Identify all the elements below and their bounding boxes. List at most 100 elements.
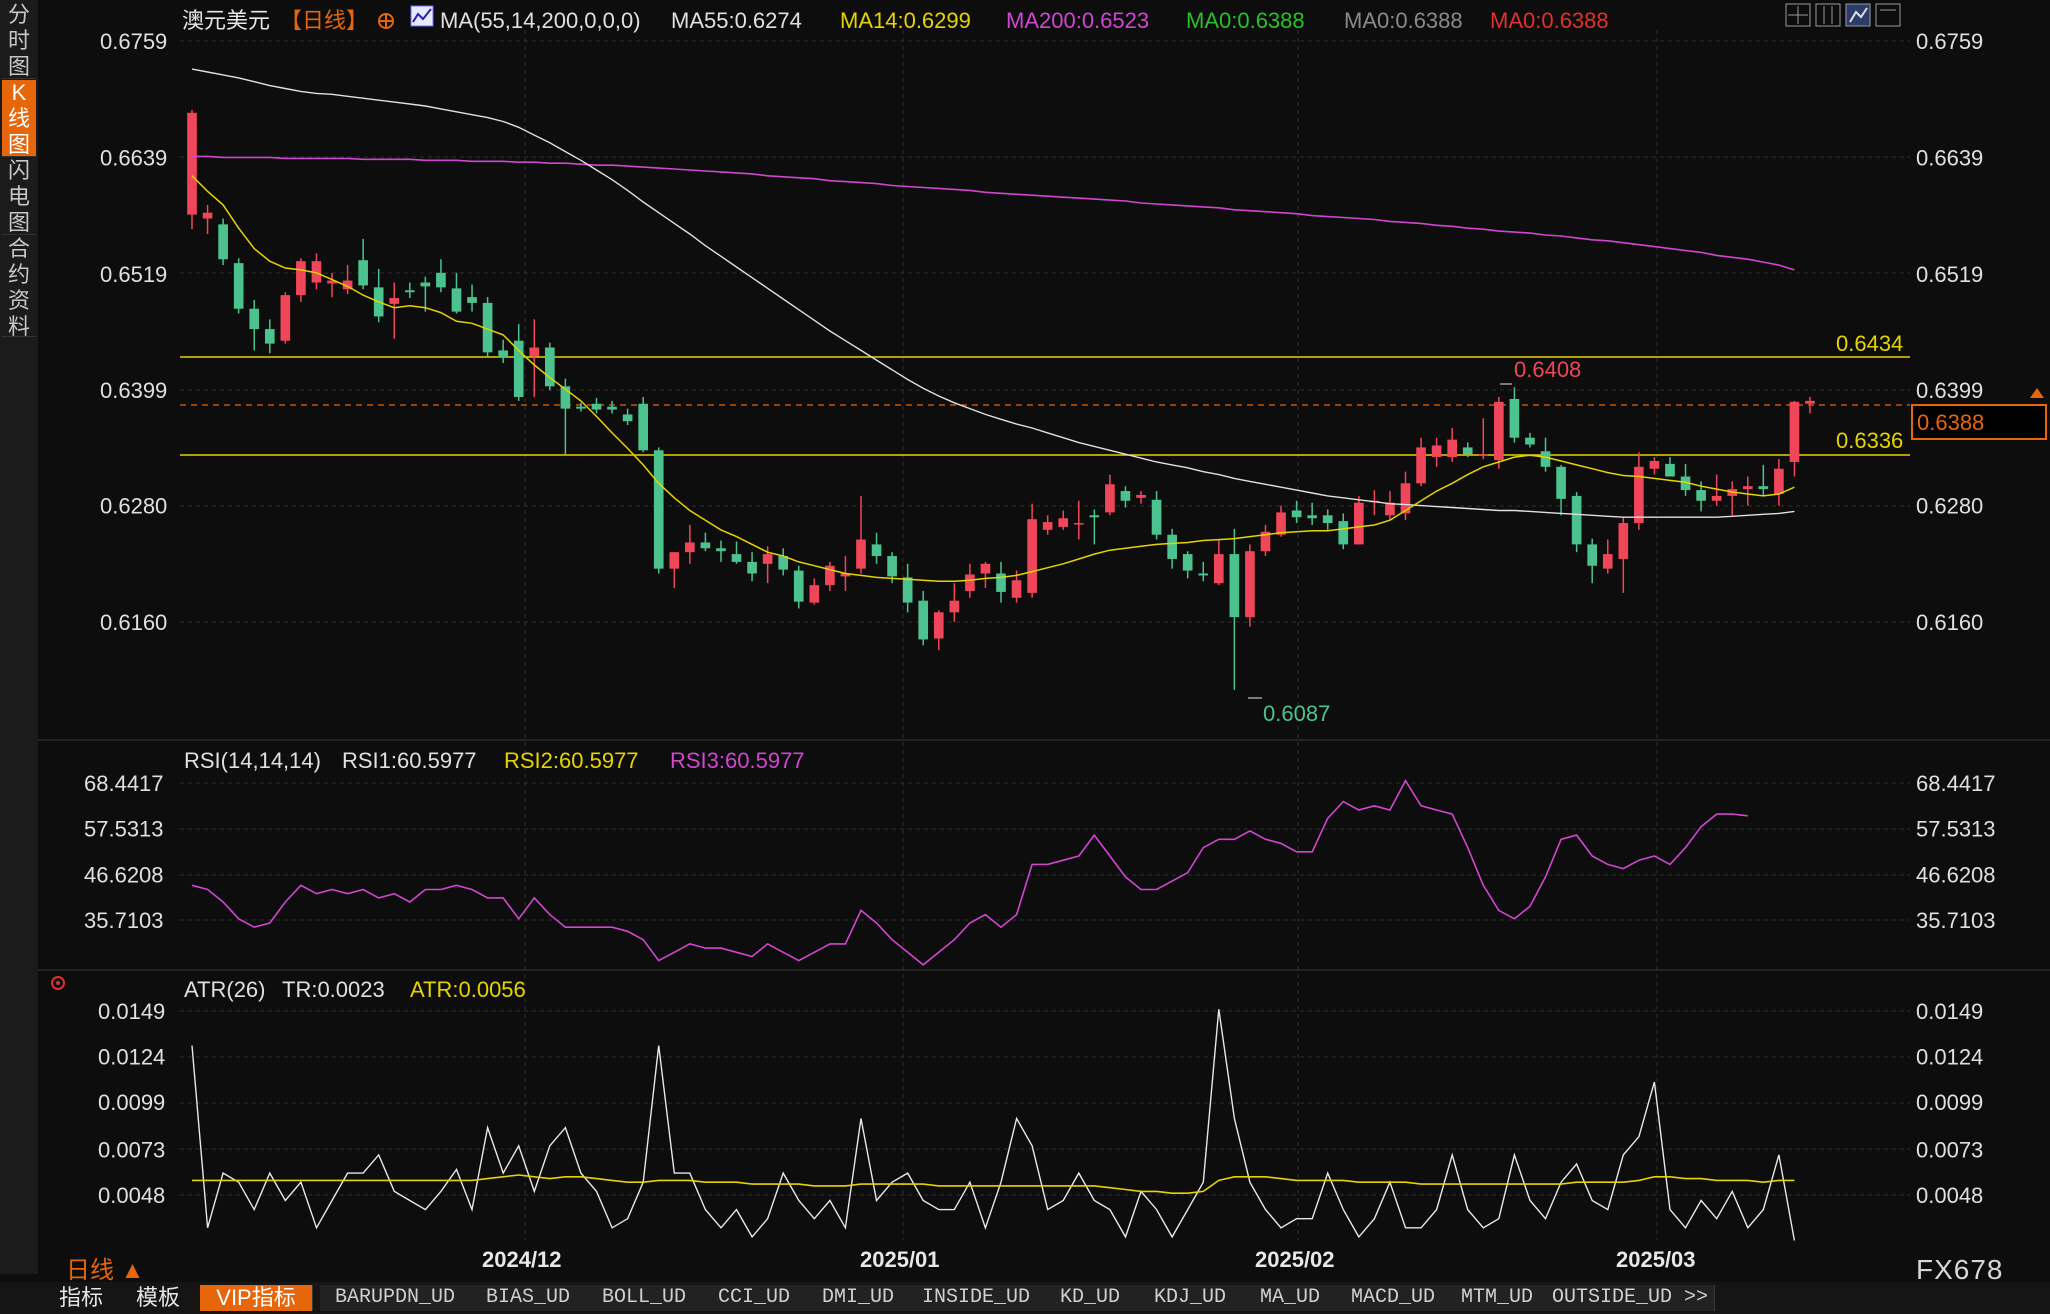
- candle[interactable]: [607, 400, 617, 414]
- candle[interactable]: [902, 563, 913, 613]
- candle[interactable]: [1478, 418, 1489, 460]
- candle[interactable]: [233, 258, 244, 314]
- candle[interactable]: [716, 540, 726, 562]
- candle[interactable]: [1354, 495, 1364, 545]
- indicator-kdj-ud-button[interactable]: KDJ_UD: [1138, 1285, 1243, 1311]
- candle[interactable]: [1680, 463, 1691, 496]
- panel-layout-icon[interactable]: [1815, 3, 1841, 27]
- candle[interactable]: [482, 297, 493, 358]
- indicator-ma-ud-button[interactable]: MA_UD: [1242, 1285, 1339, 1311]
- candle[interactable]: [358, 238, 368, 290]
- candle[interactable]: [825, 561, 835, 591]
- candle[interactable]: [218, 218, 228, 266]
- candle[interactable]: [669, 552, 680, 589]
- candle[interactable]: [700, 532, 711, 552]
- candle[interactable]: [1509, 387, 1520, 443]
- candle[interactable]: [249, 299, 260, 351]
- candlestick-series[interactable]: [187, 109, 1815, 690]
- candle[interactable]: [1042, 515, 1053, 535]
- candle[interactable]: [1462, 442, 1473, 458]
- candle[interactable]: [1727, 481, 1738, 516]
- indicator-button[interactable]: 指标: [58, 1285, 103, 1310]
- candle[interactable]: [591, 397, 602, 414]
- indicator-kd-ud-button[interactable]: KD_UD: [1042, 1285, 1139, 1311]
- indicator-bias-ud-button[interactable]: BIAS_UD: [470, 1285, 587, 1311]
- indicator-inside-ud-button[interactable]: INSIDE_UD: [910, 1285, 1043, 1311]
- candle[interactable]: [1291, 500, 1302, 524]
- candle[interactable]: [342, 265, 353, 295]
- candle[interactable]: [996, 561, 1006, 603]
- candle[interactable]: [1742, 476, 1753, 506]
- candle[interactable]: [809, 578, 820, 605]
- candle[interactable]: [1665, 457, 1675, 477]
- candle[interactable]: [1198, 561, 1209, 582]
- indicator-dmi-ud-button[interactable]: DMI_UD: [806, 1285, 911, 1311]
- candle[interactable]: [653, 447, 664, 574]
- candle[interactable]: [1151, 491, 1162, 540]
- candle[interactable]: [280, 292, 291, 344]
- indicator-mtm-ud-button[interactable]: MTM_UD: [1448, 1285, 1547, 1311]
- candle[interactable]: [187, 109, 197, 230]
- candle[interactable]: [747, 552, 757, 582]
- candle[interactable]: [638, 396, 648, 453]
- indicator-cci-ud-button[interactable]: CCI_UD: [702, 1285, 807, 1311]
- tab-flash[interactable]: 闪电图: [2, 158, 36, 235]
- grid-layout-icon[interactable]: [1785, 3, 1811, 27]
- candle[interactable]: [1120, 486, 1131, 508]
- candle[interactable]: [1416, 437, 1426, 487]
- candle[interactable]: [871, 532, 882, 564]
- tab-kline[interactable]: K线图: [2, 80, 36, 157]
- candle[interactable]: [1634, 452, 1644, 530]
- candle[interactable]: [1229, 528, 1240, 690]
- candle[interactable]: [327, 272, 337, 298]
- candle[interactable]: [980, 561, 991, 589]
- candle[interactable]: [1058, 510, 1069, 530]
- candle[interactable]: [1073, 500, 1084, 540]
- candle[interactable]: [296, 258, 306, 302]
- candle[interactable]: [389, 282, 400, 339]
- candle[interactable]: [918, 590, 929, 646]
- candle[interactable]: [1711, 474, 1722, 506]
- candle[interactable]: [1774, 459, 1784, 506]
- candle[interactable]: [1447, 428, 1457, 462]
- candle[interactable]: [1089, 509, 1100, 545]
- candle[interactable]: [1602, 539, 1613, 574]
- candle[interactable]: [264, 319, 275, 354]
- candle[interactable]: [856, 495, 866, 574]
- candle[interactable]: [498, 339, 508, 364]
- candle[interactable]: [1431, 437, 1442, 467]
- tab-timeshare[interactable]: 分时图: [2, 2, 36, 79]
- candle[interactable]: [1338, 513, 1349, 550]
- candle[interactable]: [1400, 471, 1411, 521]
- candle[interactable]: [576, 402, 586, 412]
- candle[interactable]: [1805, 396, 1815, 414]
- candle[interactable]: [1105, 474, 1115, 516]
- candle[interactable]: [1260, 525, 1271, 557]
- indicator-chart-icon[interactable]: [410, 5, 434, 27]
- candle[interactable]: [404, 282, 415, 299]
- candle[interactable]: [1571, 492, 1582, 553]
- candle[interactable]: [545, 342, 555, 391]
- candle[interactable]: [1587, 538, 1598, 584]
- candle[interactable]: [1556, 464, 1566, 516]
- indicator-macd-ud-button[interactable]: MACD_UD: [1338, 1285, 1449, 1311]
- candle[interactable]: [1213, 539, 1224, 586]
- tab-contract-info[interactable]: 合约资料: [2, 236, 36, 339]
- candle[interactable]: [1276, 505, 1286, 537]
- period-toggle[interactable]: 日线 ▲: [66, 1257, 145, 1284]
- candle[interactable]: [1494, 396, 1504, 469]
- chart-settings-icon[interactable]: [1845, 3, 1871, 27]
- candle[interactable]: [622, 408, 633, 426]
- candle[interactable]: [467, 284, 477, 312]
- candle[interactable]: [1525, 432, 1535, 448]
- candle[interactable]: [1027, 503, 1037, 598]
- candle[interactable]: [560, 378, 571, 455]
- candle[interactable]: [451, 272, 462, 314]
- indicator-barupdn-ud-button[interactable]: BARUPDN_UD: [320, 1285, 471, 1311]
- candle[interactable]: [202, 204, 213, 235]
- indicator-boll-ud-button[interactable]: BOLL_UD: [586, 1285, 703, 1311]
- candle[interactable]: [1789, 400, 1800, 477]
- candle[interactable]: [685, 525, 695, 564]
- candle[interactable]: [311, 253, 322, 290]
- candle[interactable]: [731, 541, 742, 564]
